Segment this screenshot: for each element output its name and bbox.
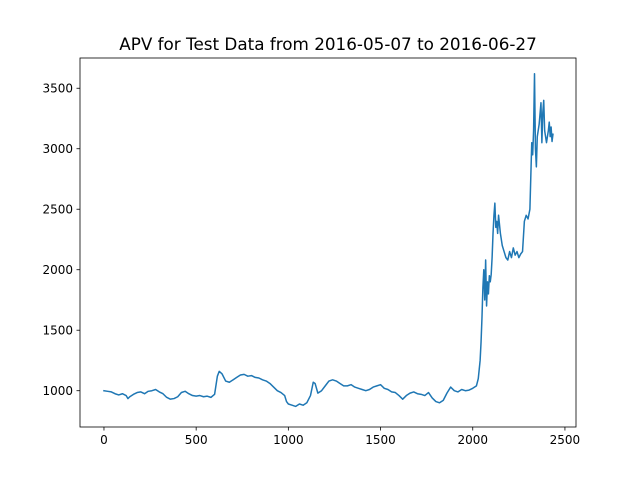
y-tick-label: 1000 [42, 384, 73, 398]
y-axis: 1000 1500 2000 2500 3000 3500 [42, 81, 80, 398]
y-tick-label: 1500 [42, 323, 73, 337]
x-tick-label: 2500 [550, 433, 581, 447]
y-tick-label: 3500 [42, 81, 73, 95]
x-tick-label: 1000 [273, 433, 304, 447]
x-tick-label: 0 [100, 433, 108, 447]
x-axis: 0 500 1000 1500 2000 2500 [100, 427, 580, 447]
plot-frame [79, 57, 577, 428]
chart-title: APV for Test Data from 2016-05-07 to 201… [119, 34, 537, 54]
x-tick-label: 2000 [457, 433, 488, 447]
y-tick-label: 3000 [42, 142, 73, 156]
x-tick-label: 500 [185, 433, 208, 447]
plot-series [103, 72, 554, 408]
x-tick-label: 1500 [365, 433, 396, 447]
y-tick-label: 2000 [42, 263, 73, 277]
series-line [103, 72, 554, 408]
y-tick-label: 2500 [42, 202, 73, 216]
